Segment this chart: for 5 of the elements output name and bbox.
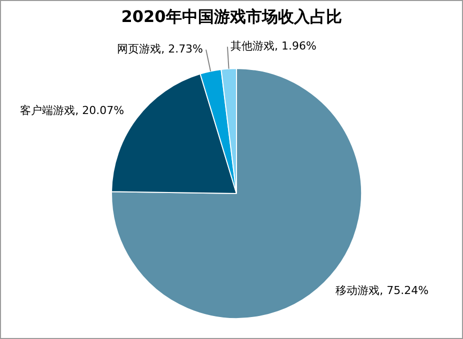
chart-title: 2020年中国游戏市场收入占比	[120, 7, 343, 28]
slice-label: 移动游戏, 75.24%	[336, 284, 429, 297]
slice-label: 网页游戏, 2.73%	[117, 42, 204, 56]
slice-label: 客户端游戏, 20.07%	[20, 104, 124, 117]
slice-label: 其他游戏, 1.96%	[230, 40, 316, 53]
